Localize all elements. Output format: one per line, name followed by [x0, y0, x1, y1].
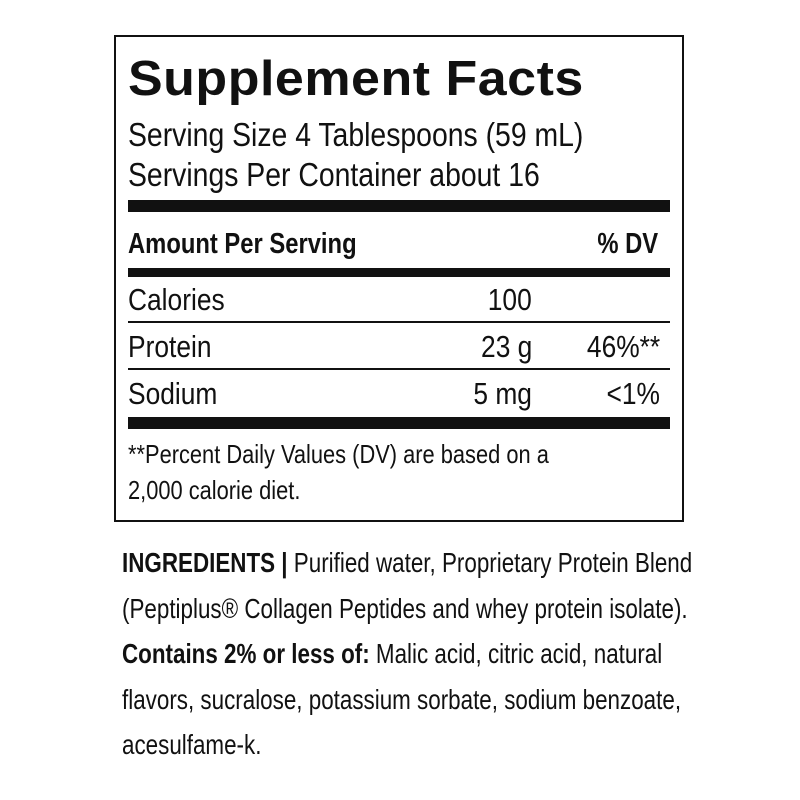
row-sodium-dv: <1% [606, 376, 660, 411]
thin-divider [128, 368, 670, 370]
footnote-line-1: **Percent Daily Values (DV) are based on… [128, 439, 549, 469]
ingredients-label: INGREDIENTS | [122, 547, 288, 578]
ingredients-part-1: Purified water, Proprietary Protein Blen… [122, 547, 693, 624]
dv-header: % DV [597, 228, 658, 260]
thick-divider [128, 200, 670, 212]
row-calories-amount: 100 [488, 282, 532, 317]
servings-per-container: Servings Per Container about 16 [128, 156, 540, 193]
row-protein-amount: 23 g [480, 329, 532, 364]
medium-divider [128, 268, 670, 277]
row-protein-name: Protein [128, 329, 212, 364]
row-sodium-amount: 5 mg [473, 376, 532, 411]
panel-title: Supplement Facts [128, 52, 584, 106]
serving-size: Serving Size 4 Tablespoons (59 mL) [128, 116, 584, 153]
thin-divider [128, 321, 670, 323]
row-calories-name: Calories [128, 282, 225, 317]
thick-divider [128, 417, 670, 429]
row-sodium-name: Sodium [128, 376, 218, 411]
supplement-facts-panel: Supplement Facts Serving Size 4 Tablespo… [114, 35, 684, 522]
ingredients-contains-label: Contains 2% or less of: [122, 638, 370, 669]
ingredients-part-2: Malic acid, citric acid, natural flavors… [122, 638, 682, 760]
footnote-line-2: 2,000 calorie diet. [128, 475, 301, 505]
ingredients-text: INGREDIENTS | Purified water, Proprietar… [122, 540, 706, 768]
amount-per-serving-header: Amount Per Serving [128, 228, 357, 260]
row-protein-dv: 46%** [586, 329, 660, 364]
